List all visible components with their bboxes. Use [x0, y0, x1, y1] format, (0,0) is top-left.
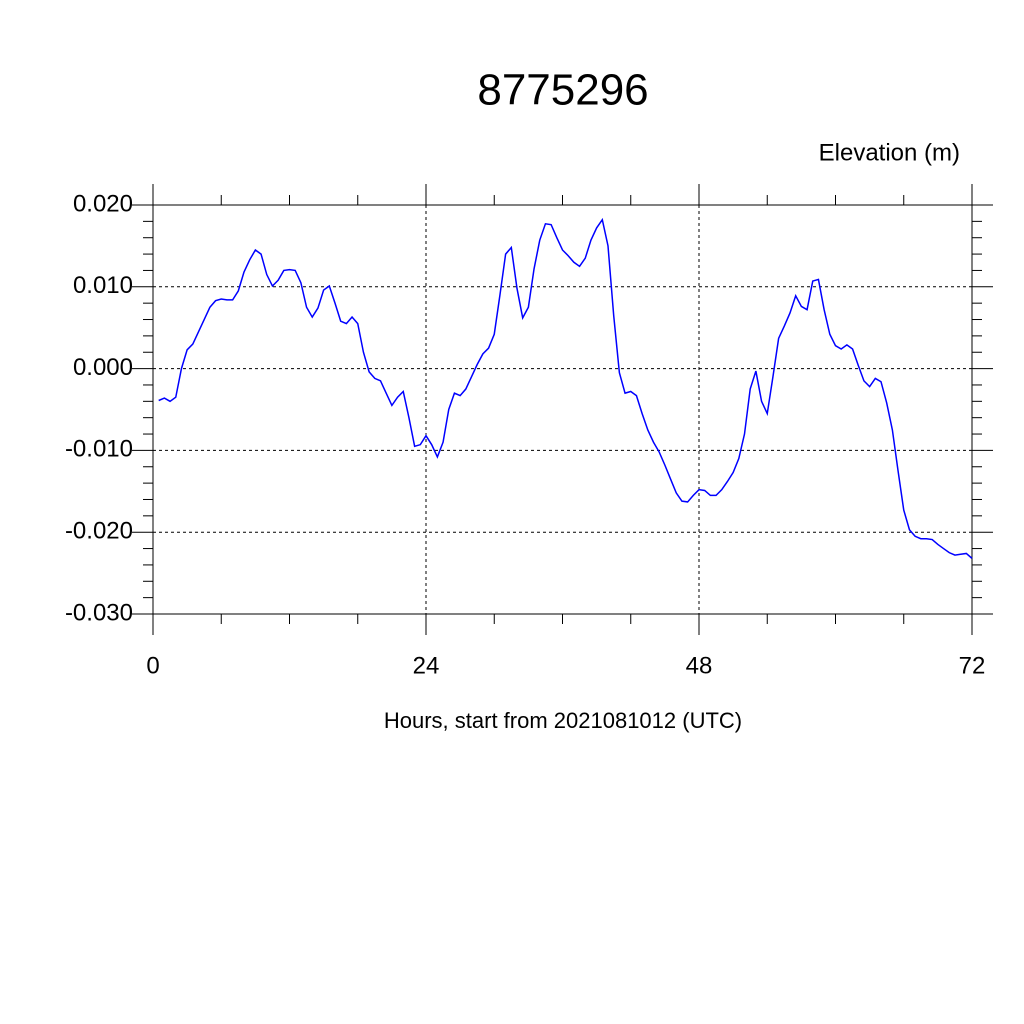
- x-tick-label: 0: [146, 652, 159, 679]
- x-tick-label: 72: [959, 652, 986, 679]
- data-line: [158, 217, 973, 559]
- y-tick-label: -0.020: [65, 518, 133, 545]
- y-tick-label: 0.010: [73, 272, 133, 299]
- x-tick-label: 48: [686, 652, 713, 679]
- y-axis-label: Elevation (m): [819, 139, 960, 166]
- plot-frame: [152, 204, 973, 615]
- y-tick-label: -0.030: [65, 599, 133, 626]
- x-axis-label: Hours, start from 2021081012 (UTC): [384, 708, 742, 733]
- y-tick-label: 0.020: [73, 190, 133, 217]
- y-tick-label: 0.000: [73, 354, 133, 381]
- chart-title: 8775296: [477, 66, 648, 115]
- y-tick-label: -0.010: [65, 436, 133, 463]
- x-tick-label: 24: [413, 652, 440, 679]
